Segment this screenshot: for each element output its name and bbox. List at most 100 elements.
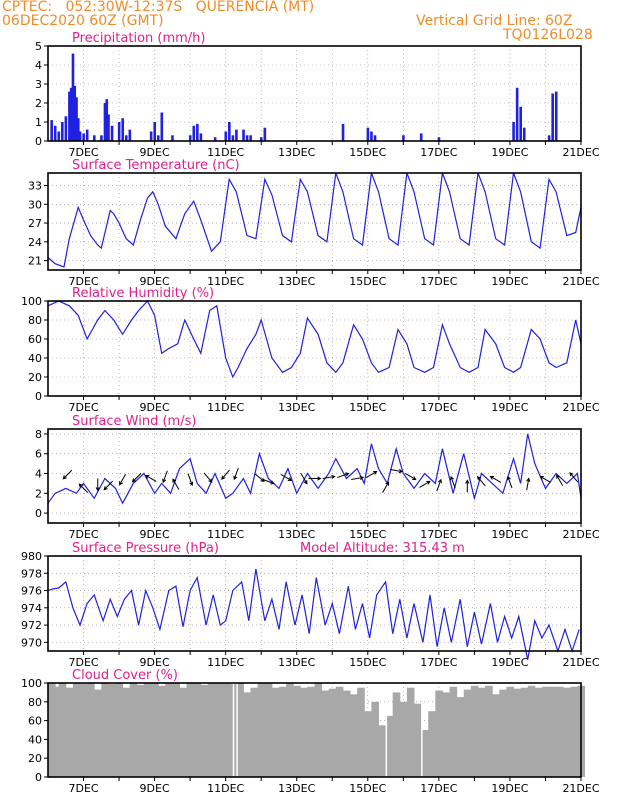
wind-arrow [556,474,564,486]
wind-arrow [322,474,336,480]
cloud-bar [129,683,138,777]
cloud-bar [485,685,493,777]
precip-bar [235,129,238,141]
wind-arrow [203,472,213,483]
cloud-bar [421,730,429,777]
x-tick-label: 19DEC [491,401,528,414]
wind-arrow [436,478,442,492]
cloud-panel: 0 20 40 60 80 100 7DEC 9DEC 11DEC 13DEC 15DEC 17DEC… [21,668,600,795]
cloud-bar [513,688,522,777]
y-tick-label: 0 [35,390,42,403]
cloud-bar [271,687,280,777]
y-tick-label: 6 [35,448,42,461]
cloud-bar [108,683,117,777]
x-tick-label: 7DEC [68,275,98,288]
cloud-bar [122,687,131,777]
y-tick-label: 27 [28,217,42,230]
precip-bar [260,137,263,141]
y-tick-label: 2 [35,97,42,110]
x-tick-label: 13DEC [278,275,315,288]
precip-bar [82,133,85,141]
precip-bar [554,91,558,141]
wind-arrow [419,480,431,488]
precip-bar [512,122,515,141]
cloud-bar [79,683,88,777]
precip-bar [124,135,128,141]
wind-title: Surface Wind (m/s) [72,414,196,429]
cloud-bar [449,686,458,777]
cloud-bar [556,686,564,777]
y-tick-label: 100 [21,677,42,690]
cloud-bar [357,687,365,777]
cloud-bar [520,687,529,777]
precip-frame [47,45,582,142]
cloud-bar [534,687,543,777]
cloud-bar [236,683,244,777]
cloud-bar [378,725,387,777]
wind-arrow [221,469,230,480]
wind-arrow [569,472,579,483]
cloud-bar [165,683,173,777]
cloud-bar [428,711,436,777]
cloud-bar [371,701,379,777]
rh-series-line [47,299,582,379]
cloud-bar [492,694,500,777]
precip-bar [245,135,249,141]
cloud-bar [563,687,571,777]
temp-panel: 21 24 27 30 33 7DEC 9DEC 11DEC 13DEC 15DEC 17DEC 19… [28,158,600,288]
run-date: 06DEC2020 60Z (GMT) [2,13,164,29]
cloud-gap [232,683,235,777]
x-tick-label: 7DEC [68,656,98,669]
precip-bar [213,137,217,141]
y-tick-label: 33 [28,180,42,193]
model-id: TQ0126L028 [503,27,593,43]
x-tick-label: 7DEC [68,782,98,795]
cloud-bar [570,686,578,777]
precip-bar [75,97,78,141]
precip-bar [263,127,267,141]
y-tick-label: 80 [28,696,42,709]
y-tick-label: 30 [28,198,42,211]
precip-bar [231,135,235,141]
y-tick-label: 20 [28,371,42,384]
wind-arrow [78,483,89,493]
precip-bar [128,129,132,141]
wind-arrow [308,476,322,481]
precip-bar [242,129,245,141]
cloud-frame [47,682,582,778]
precip-bar [121,118,125,141]
x-tick-label: 21DEC [562,782,599,795]
wind-arrow [390,469,404,474]
precip-bar [117,122,121,141]
wind-arrow [404,473,417,481]
cloud-bar [499,689,507,777]
wind-arrow [262,478,275,485]
wind-arrow [526,477,531,491]
cloud-bar [364,711,372,777]
precip-bar [68,91,71,141]
cloud-bar [385,715,394,777]
wind-frame [47,428,582,524]
precip-bar [153,122,156,141]
x-tick-label: 19DEC [491,656,528,669]
x-tick-label: 19DEC [491,782,528,795]
cloud-bar [328,688,337,777]
wind-arrow [506,475,513,489]
cloud-bar [115,683,124,777]
wind-arrow [144,474,157,482]
precip-bar [370,131,373,141]
x-tick-label: 15DEC [349,782,386,795]
cloud-bar [158,685,166,777]
y-tick-label: 980 [21,550,42,563]
x-tick-label: 9DEC [140,782,170,795]
wind-arrow [365,470,378,478]
x-tick-label: 19DEC [491,275,528,288]
wind-arrow [489,475,502,483]
x-tick-label: 9DEC [140,656,170,669]
cloud-bar [222,683,230,777]
y-tick-label: 976 [21,585,42,598]
cloud-bar [342,690,351,777]
x-tick-label: 17DEC [420,275,457,288]
x-tick-label: 11DEC [207,275,244,288]
cloud-bar [527,685,536,777]
